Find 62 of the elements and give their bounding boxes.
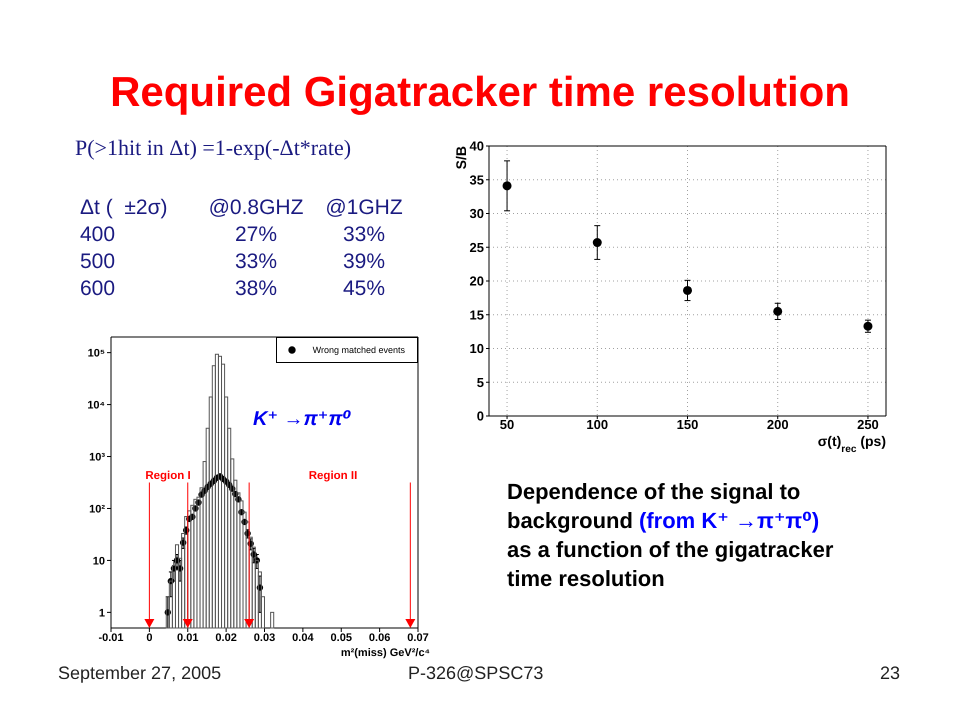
text: @0.8GHZ	[208, 195, 304, 221]
x-tick-label: 200	[766, 417, 789, 432]
point	[773, 306, 782, 316]
x-tick-label: 0	[146, 632, 152, 644]
x-tick-label: 50	[500, 417, 514, 432]
x-axis-title: σ(t)$_{rec}$ (ps)	[818, 433, 886, 454]
text: 39%	[342, 249, 386, 275]
x-tick-label: 0.04	[292, 632, 314, 644]
text: 33%	[234, 249, 278, 275]
y-tick-label: 10³	[89, 451, 106, 464]
text: @1GHZ	[325, 195, 403, 221]
text: as a function of the gigatracker	[507, 537, 834, 562]
text: Δt ( ±2σ)	[80, 195, 168, 221]
point	[592, 238, 602, 248]
annotation: K⁺ →π⁺π⁰	[253, 408, 352, 430]
x-tick-label: 0.01	[177, 632, 198, 644]
x-tick-label: 0.05	[330, 632, 352, 644]
text: P(>1hit in Δt) =1-exp(-Δt*rate)	[75, 134, 352, 162]
x-tick-label: 0.03	[254, 632, 276, 644]
y-tick-label: 25	[470, 240, 484, 255]
text: September 27, 2005	[58, 662, 222, 685]
y-tick-label: 10²	[89, 503, 106, 516]
text: 600	[80, 276, 116, 302]
y-tick-label: 10	[470, 341, 484, 356]
y-tick-label: 10	[92, 555, 105, 568]
x-tick-label: 0.06	[368, 632, 390, 644]
y-tick-label: 35	[470, 172, 484, 188]
annotation: Region II	[308, 470, 358, 482]
x-tick-label: 250	[857, 417, 879, 432]
y-tick-label: 5	[476, 374, 484, 390]
x-tick-label: 0.02	[215, 632, 237, 644]
text: 400	[80, 222, 116, 248]
y-tick-label: 10⁴	[87, 399, 105, 412]
text: background	[507, 508, 633, 533]
text: 23	[880, 662, 900, 685]
point	[502, 181, 512, 190]
y-tick-label: 30	[470, 206, 484, 222]
text: P-326@SPSC73	[408, 662, 544, 685]
y-tick-label: 1	[98, 607, 105, 620]
x-tick-label: -0.01	[98, 632, 124, 644]
y-tick-label: 10⁵	[88, 348, 105, 360]
text: Required Gigatracker time resolution	[110, 67, 850, 117]
y-tick-label: 15	[470, 307, 484, 322]
text: Dependence of the signal to	[507, 479, 800, 504]
text: 38%	[234, 276, 278, 302]
legend-label: Wrong matched events	[312, 345, 405, 355]
y-tick-label: 40	[470, 138, 484, 154]
text: 45%	[342, 276, 386, 302]
text: 33%	[342, 222, 386, 248]
y-tick-label: 20	[470, 274, 484, 289]
text: time resolution	[507, 566, 665, 591]
y-axis-title: S/B	[453, 146, 469, 170]
point	[683, 286, 692, 295]
x-axis-title: m²(miss) GeV²/c⁴	[340, 647, 430, 659]
point	[863, 322, 872, 331]
x-tick-label: 150	[676, 417, 698, 432]
text: (from K⁺ →π⁺π⁰)	[639, 508, 820, 533]
text: 27%	[234, 222, 278, 248]
annotation: Region I	[145, 470, 191, 482]
text: 500	[80, 249, 116, 275]
x-tick-label: 100	[586, 417, 608, 432]
x-tick-label: 0.07	[407, 632, 429, 644]
